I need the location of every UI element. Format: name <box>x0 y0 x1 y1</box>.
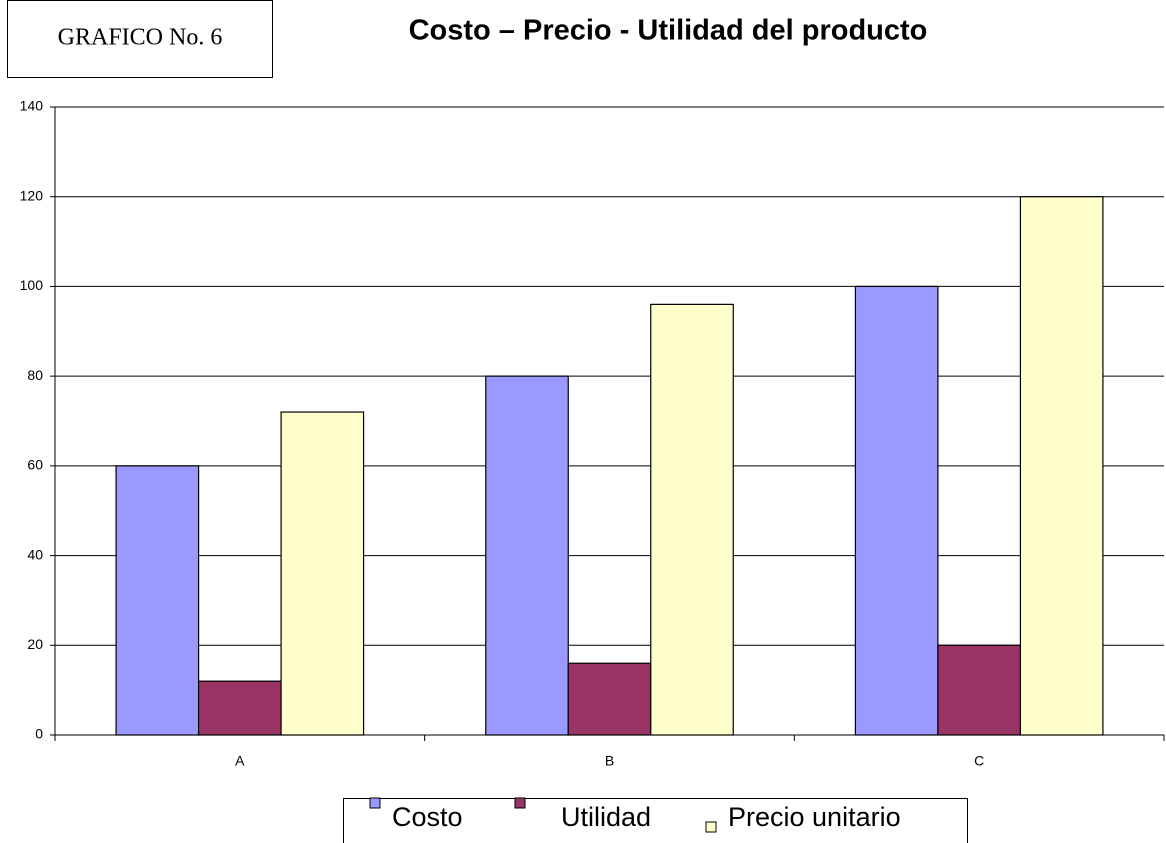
legend-label: Utilidad <box>561 802 651 832</box>
bar <box>937 644 1022 736</box>
bar <box>1019 196 1104 736</box>
y-tick-label: 0 <box>35 726 43 742</box>
y-tick-label: 60 <box>27 457 43 473</box>
legend-swatch <box>369 797 381 809</box>
y-tick-label: 120 <box>20 187 44 203</box>
x-tick-label: A <box>235 753 245 769</box>
label-box <box>7 0 273 78</box>
legend-swatch <box>514 797 526 809</box>
bar <box>115 465 200 736</box>
y-tick-label: 80 <box>27 367 43 383</box>
y-tick-label: 20 <box>27 636 43 652</box>
bar <box>650 303 734 736</box>
y-tick-label: 100 <box>20 277 44 293</box>
x-tick-label: C <box>974 753 984 769</box>
y-tick-label: 140 <box>20 98 44 114</box>
legend-label: Costo <box>392 802 463 832</box>
legend-box <box>343 798 968 843</box>
bar <box>485 375 569 736</box>
bar <box>280 411 365 736</box>
x-tick-label: B <box>605 753 614 769</box>
bar <box>854 285 939 736</box>
chart-label: GRAFICO No. 6 <box>58 25 223 51</box>
bar <box>567 662 652 736</box>
legend-label: Precio unitario <box>728 802 901 832</box>
legend-swatch <box>705 821 717 833</box>
chart-title: Costo – Precio - Utilidad del producto <box>409 15 928 47</box>
y-tick-label: 40 <box>27 546 43 562</box>
bar <box>197 680 282 736</box>
